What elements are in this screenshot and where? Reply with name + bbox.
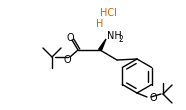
Text: HCl: HCl <box>100 8 116 18</box>
Text: NH: NH <box>107 31 122 41</box>
Polygon shape <box>99 39 106 51</box>
Text: O: O <box>150 93 158 103</box>
Text: O: O <box>63 55 71 65</box>
Text: O: O <box>66 33 74 43</box>
Text: H: H <box>96 19 104 29</box>
Text: 2: 2 <box>119 35 124 43</box>
